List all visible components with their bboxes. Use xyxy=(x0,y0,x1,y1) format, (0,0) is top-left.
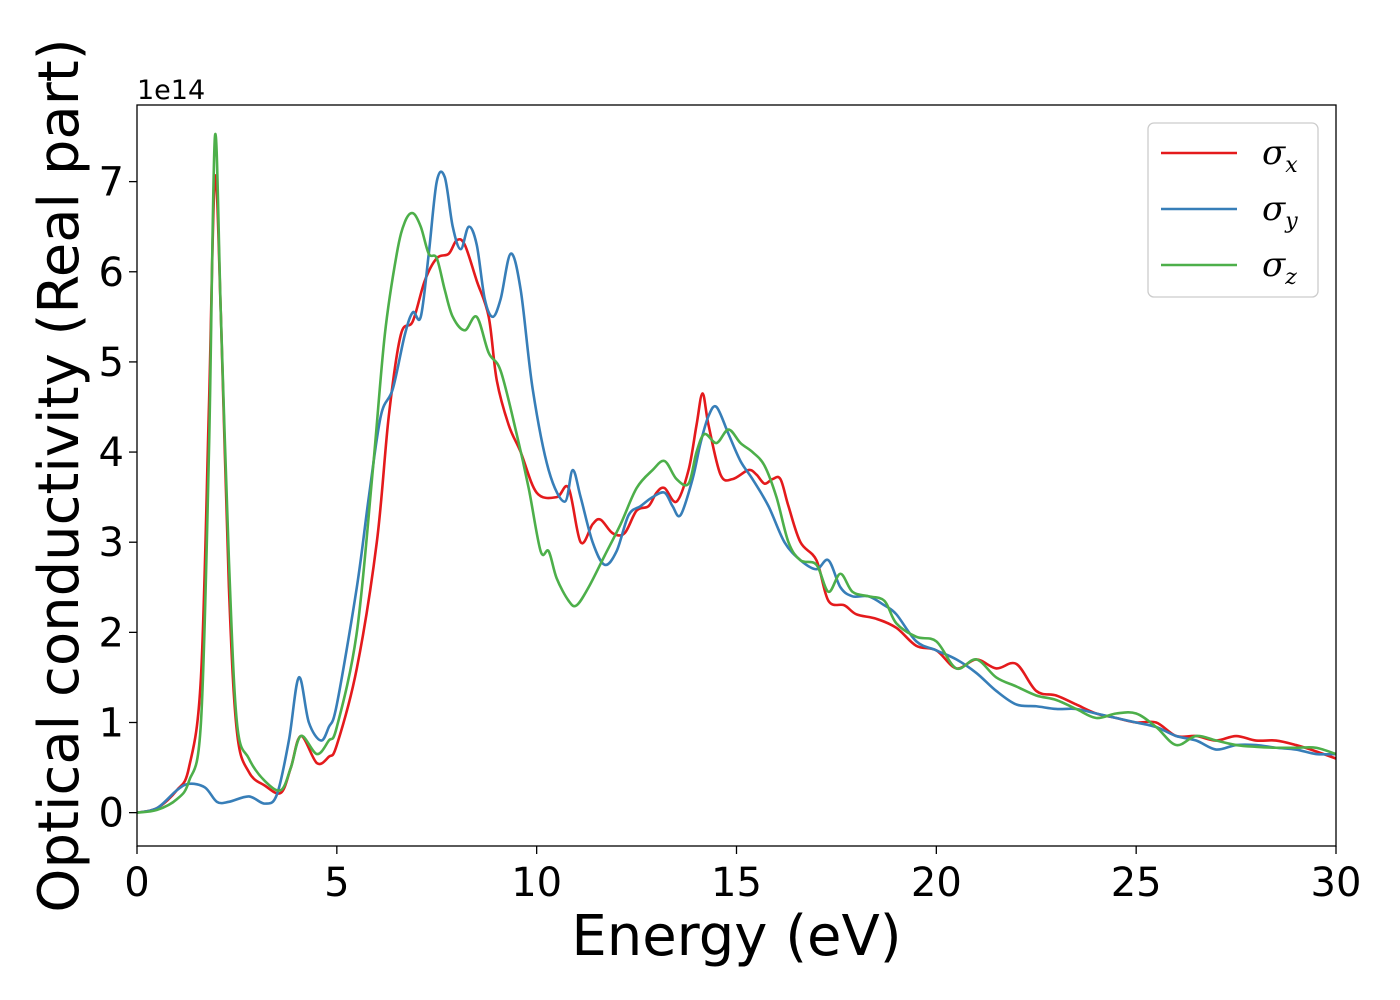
x-axis-ticks: 0 5 10 15 20 25 30 xyxy=(124,846,1361,906)
x-tick-label: 5 xyxy=(324,860,349,906)
y-tick-label: 6 xyxy=(99,250,124,296)
x-tick-label: 20 xyxy=(911,860,962,906)
y-tick-label: 0 xyxy=(99,791,124,837)
y-tick-label: 3 xyxy=(99,520,124,566)
y-tick-label: 1 xyxy=(99,701,124,747)
x-tick-label: 10 xyxy=(511,860,562,906)
y-axis-title: Optical conductivity (Real part) xyxy=(27,38,92,912)
y-tick-label: 5 xyxy=(99,340,124,386)
x-tick-label: 25 xyxy=(1111,860,1162,906)
x-tick-label: 0 xyxy=(124,860,149,906)
y-axis-ticks: 0 1 2 3 4 5 6 7 xyxy=(99,160,137,837)
y-tick-label: 2 xyxy=(99,610,124,656)
y-tick-label: 4 xyxy=(99,430,124,476)
series-layer xyxy=(137,132,1336,814)
x-tick-label: 30 xyxy=(1311,860,1362,906)
y-offset-label: 1e14 xyxy=(137,75,205,106)
x-tick-label: 15 xyxy=(711,860,762,906)
series-line-y xyxy=(137,170,1336,814)
y-tick-label: 7 xyxy=(99,160,124,206)
series-line-x xyxy=(137,174,1336,814)
x-axis-title: Energy (eV) xyxy=(571,904,901,969)
series-line-z xyxy=(137,132,1336,814)
